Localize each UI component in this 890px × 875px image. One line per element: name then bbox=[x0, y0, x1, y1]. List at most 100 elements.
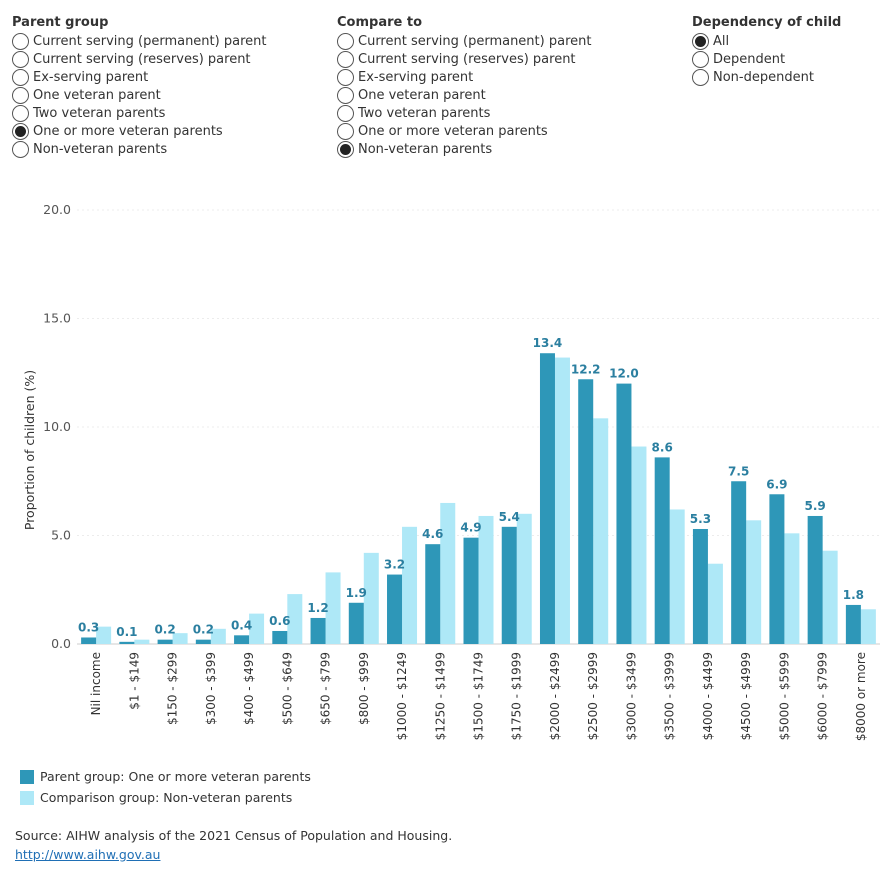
radio-button[interactable] bbox=[337, 104, 354, 122]
dependency-option[interactable]: Dependent bbox=[692, 50, 841, 68]
radio-label: One or more veteran parents bbox=[358, 123, 548, 139]
dependency-option[interactable]: All bbox=[692, 32, 841, 50]
parent-group-option[interactable]: Two veteran parents bbox=[12, 104, 266, 122]
bar-parent-group[interactable] bbox=[654, 457, 670, 644]
data-label-parent-group: 4.6 bbox=[422, 527, 443, 541]
compare-to-option[interactable]: One veteran parent bbox=[337, 86, 591, 104]
radio-selected-dot bbox=[340, 143, 351, 155]
parent-group-filter: Parent group Current serving (permanent)… bbox=[12, 14, 266, 158]
parent-group-option[interactable]: One veteran parent bbox=[12, 86, 266, 104]
data-label-parent-group: 0.2 bbox=[193, 623, 214, 637]
bar-parent-group[interactable] bbox=[348, 602, 364, 644]
radio-button[interactable] bbox=[12, 140, 29, 158]
radio-button[interactable] bbox=[337, 68, 354, 86]
bar-comparison-group[interactable] bbox=[96, 626, 112, 644]
radio-button[interactable] bbox=[12, 50, 29, 68]
bar-parent-group[interactable] bbox=[692, 528, 708, 644]
bar-parent-group[interactable] bbox=[769, 494, 785, 644]
x-tick-label: $150 - $299 bbox=[166, 652, 180, 725]
bar-parent-group[interactable] bbox=[272, 630, 288, 644]
data-labels: 0.3 0.1 0.2 0.2 0.4 0.6 1.2 1.9 3.2 4.6 4.9 5.4 13.4… bbox=[78, 336, 864, 639]
compare-to-option[interactable]: One or more veteran parents bbox=[337, 122, 591, 140]
compare-to-option[interactable]: Ex-serving parent bbox=[337, 68, 591, 86]
bar-comparison-group[interactable] bbox=[860, 609, 876, 644]
legend-swatch-comparison-group bbox=[20, 790, 34, 805]
bar-comparison-group[interactable] bbox=[478, 515, 494, 644]
radio-label: One veteran parent bbox=[358, 87, 486, 103]
parent-group-option[interactable]: Current serving (reserves) parent bbox=[12, 50, 266, 68]
bar-comparison-group[interactable] bbox=[707, 563, 723, 644]
y-axis-title: Proportion of children (%) bbox=[22, 370, 37, 530]
radio-button[interactable] bbox=[337, 86, 354, 104]
bar-parent-group[interactable] bbox=[119, 641, 135, 644]
bar-parent-group[interactable] bbox=[731, 481, 747, 644]
bar-parent-group[interactable] bbox=[387, 574, 403, 644]
bar-comparison-group[interactable] bbox=[516, 513, 532, 644]
bar-comparison-group[interactable] bbox=[210, 628, 226, 644]
bar-comparison-group[interactable] bbox=[249, 613, 265, 644]
data-label-parent-group: 0.4 bbox=[231, 618, 252, 632]
x-tick-label: $650 - $799 bbox=[319, 652, 333, 725]
compare-to-option[interactable]: Current serving (reserves) parent bbox=[337, 50, 591, 68]
radio-button[interactable] bbox=[337, 32, 354, 50]
bar-parent-group[interactable] bbox=[501, 526, 517, 644]
radio-button[interactable] bbox=[12, 32, 29, 50]
parent-group-title: Parent group bbox=[12, 15, 109, 30]
bar-comparison-group[interactable] bbox=[593, 418, 609, 644]
x-tick-label: $1500 - $1749 bbox=[472, 652, 486, 740]
bar-parent-group[interactable] bbox=[425, 544, 441, 644]
radio-button[interactable] bbox=[12, 86, 29, 104]
radio-button[interactable] bbox=[692, 50, 709, 68]
source-link[interactable]: http://www.aihw.gov.au bbox=[15, 847, 161, 862]
radio-button[interactable] bbox=[337, 50, 354, 68]
bar-parent-group[interactable] bbox=[195, 639, 211, 644]
bar-parent-group[interactable] bbox=[310, 617, 326, 644]
bar-comparison-group[interactable] bbox=[363, 552, 379, 644]
parent-group-option[interactable]: Ex-serving parent bbox=[12, 68, 266, 86]
radio-button[interactable] bbox=[692, 68, 709, 86]
bar-parent-group[interactable] bbox=[81, 637, 97, 644]
bar-comparison-group[interactable] bbox=[440, 502, 456, 644]
bar-parent-group[interactable] bbox=[578, 379, 594, 644]
bar-parent-group[interactable] bbox=[234, 635, 250, 644]
parent-group-option[interactable]: One or more veteran parents bbox=[12, 122, 266, 140]
x-tick-label: $8000 or more bbox=[854, 652, 868, 741]
compare-to-option[interactable]: Non-veteran parents bbox=[337, 140, 591, 158]
y-axis-ticks: 0.0 5.0 10.0 15.0 20.0 bbox=[43, 202, 71, 651]
compare-to-option[interactable]: Current serving (permanent) parent bbox=[337, 32, 591, 50]
dependency-options: All Dependent Non-dependent bbox=[692, 32, 841, 86]
bar-comparison-group[interactable] bbox=[554, 357, 570, 644]
radio-label: Dependent bbox=[713, 51, 786, 67]
x-tick-label: $4500 - $4999 bbox=[739, 652, 753, 740]
parent-group-options: Current serving (permanent) parent Curren… bbox=[12, 32, 266, 158]
bar-comparison-group[interactable] bbox=[669, 509, 685, 644]
parent-group-option[interactable]: Non-veteran parents bbox=[12, 140, 266, 158]
bar-parent-group[interactable] bbox=[845, 604, 861, 644]
bar-comparison-group[interactable] bbox=[325, 572, 341, 644]
dependency-option[interactable]: Non-dependent bbox=[692, 68, 841, 86]
bar-parent-group[interactable] bbox=[463, 537, 479, 644]
radio-button[interactable] bbox=[692, 32, 709, 50]
bar-comparison-group[interactable] bbox=[631, 446, 647, 644]
radio-label: Current serving (reserves) parent bbox=[33, 51, 251, 67]
bar-parent-group[interactable] bbox=[539, 353, 555, 644]
bar-parent-group[interactable] bbox=[616, 383, 632, 644]
chart-legend: Parent group: One or more veteran parent… bbox=[20, 766, 311, 808]
bar-comparison-group[interactable] bbox=[287, 594, 303, 644]
parent-group-option[interactable]: Current serving (permanent) parent bbox=[12, 32, 266, 50]
bar-comparison-group[interactable] bbox=[402, 526, 418, 644]
bar-comparison-group[interactable] bbox=[134, 639, 150, 644]
bar-comparison-group[interactable] bbox=[172, 633, 188, 644]
bar-comparison-group[interactable] bbox=[784, 533, 800, 644]
radio-button[interactable] bbox=[337, 122, 354, 140]
bar-comparison-group[interactable] bbox=[822, 550, 838, 644]
bar-parent-group[interactable] bbox=[807, 515, 823, 644]
compare-to-option[interactable]: Two veteran parents bbox=[337, 104, 591, 122]
radio-button[interactable] bbox=[12, 122, 29, 140]
x-tick-label: $4000 - $4499 bbox=[701, 652, 715, 740]
radio-button[interactable] bbox=[12, 104, 29, 122]
bar-comparison-group[interactable] bbox=[746, 520, 762, 644]
radio-button[interactable] bbox=[337, 140, 354, 158]
bar-parent-group[interactable] bbox=[157, 639, 173, 644]
radio-button[interactable] bbox=[12, 68, 29, 86]
